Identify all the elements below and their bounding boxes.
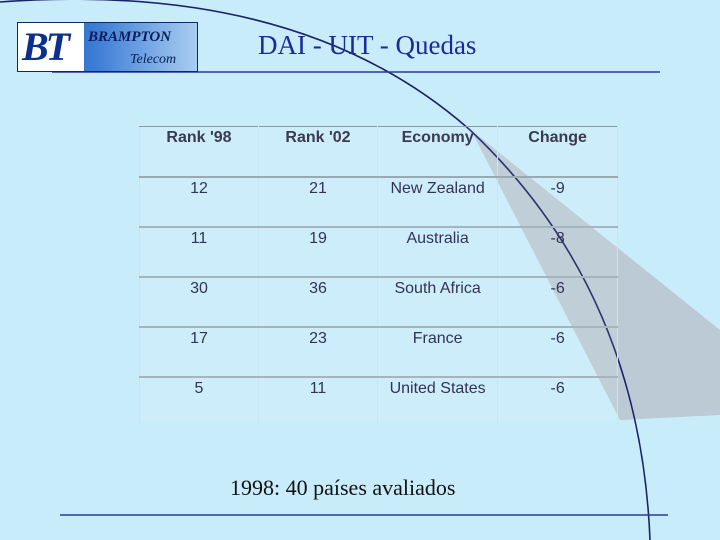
logo-company-name: BRAMPTON bbox=[88, 29, 172, 45]
cell-change: -6 bbox=[497, 377, 618, 426]
cell-economy: France bbox=[376, 327, 499, 378]
slide-title: DAI - UIT - Quedas bbox=[258, 30, 477, 60]
logo-company-sub: Telecom bbox=[130, 52, 177, 67]
cell-change: -9 bbox=[497, 177, 618, 228]
brampton-telecom-logo: BT BRAMPTON Telecom bbox=[17, 22, 198, 72]
header-economy: Economy bbox=[376, 126, 499, 178]
table-row: 30 36 South Africa -6 bbox=[139, 277, 618, 328]
header-rank-02: Rank '02 bbox=[258, 126, 378, 178]
table-row: 17 23 France -6 bbox=[139, 327, 618, 378]
cell-economy: United States bbox=[376, 377, 499, 426]
cell-economy: New Zealand bbox=[376, 177, 499, 228]
cell-rank-02: 11 bbox=[258, 377, 378, 426]
cell-change: -6 bbox=[497, 327, 618, 378]
cell-rank-98: 5 bbox=[139, 377, 259, 426]
cell-rank-02: 21 bbox=[258, 177, 378, 228]
cell-rank-02: 19 bbox=[258, 227, 378, 278]
cell-rank-98: 12 bbox=[139, 177, 259, 228]
cell-change: -8 bbox=[497, 227, 618, 278]
cell-economy: South Africa bbox=[376, 277, 499, 328]
bt-logo-letters: BT bbox=[22, 24, 70, 69]
table-header-row: Rank '98 Rank '02 Economy Change bbox=[139, 126, 618, 178]
ranking-table-container: Rank '98 Rank '02 Economy Change 12 21 N… bbox=[139, 126, 618, 426]
bt-logo-mark: BT bbox=[18, 23, 84, 71]
header-change: Change bbox=[497, 126, 618, 178]
table-row: 11 19 Australia -8 bbox=[139, 227, 618, 278]
table-row: 5 11 United States -6 bbox=[139, 377, 618, 426]
cell-rank-02: 23 bbox=[258, 327, 378, 378]
header-rank-98: Rank '98 bbox=[139, 126, 259, 178]
cell-rank-98: 30 bbox=[139, 277, 259, 328]
cell-change: -6 bbox=[497, 277, 618, 328]
cell-rank-02: 36 bbox=[258, 277, 378, 328]
cell-economy: Australia bbox=[376, 227, 499, 278]
ranking-table: Rank '98 Rank '02 Economy Change 12 21 N… bbox=[139, 126, 618, 426]
cell-rank-98: 17 bbox=[139, 327, 259, 378]
cell-rank-98: 11 bbox=[139, 227, 259, 278]
footnote: 1998: 40 países avaliados bbox=[230, 475, 456, 500]
table-row: 12 21 New Zealand -9 bbox=[139, 177, 618, 228]
